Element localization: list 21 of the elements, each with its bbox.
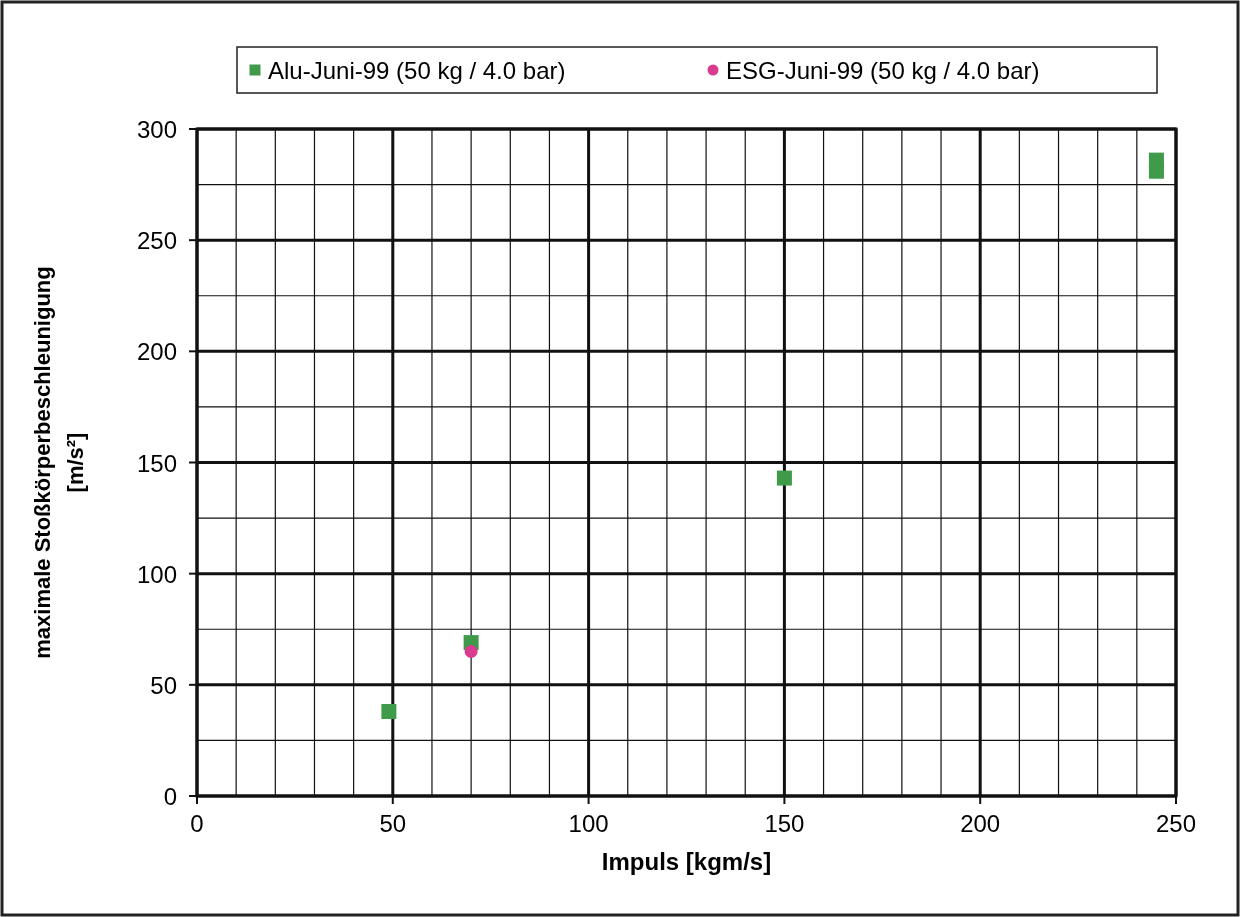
point bbox=[381, 704, 397, 720]
y-tick-label: 300 bbox=[136, 116, 177, 143]
y-tick-label: 250 bbox=[136, 227, 177, 255]
y-tick-label: 200 bbox=[136, 338, 177, 366]
y-tick-label: 100 bbox=[136, 560, 177, 588]
legend-label: Alu-Juni-99 (50 kg / 4.0 bar) bbox=[268, 57, 566, 84]
x-tick-label: 250 bbox=[1155, 810, 1197, 837]
x-tick-label: 150 bbox=[764, 810, 805, 837]
x-axis-title: Impuls [kgm/s] bbox=[601, 848, 772, 875]
legend-label: ESG-Juni-99 (50 kg / 4.0 bar) bbox=[726, 57, 1040, 84]
y-tick-label: 150 bbox=[136, 449, 177, 477]
x-tick-label: 0 bbox=[190, 810, 204, 837]
y-axis-title: maximale Stoßkörperbeschleunigung [m/s²] bbox=[30, 266, 88, 659]
x-tick-label: 50 bbox=[379, 810, 407, 837]
point bbox=[464, 644, 478, 658]
point bbox=[776, 470, 792, 486]
y-tick-label: 0 bbox=[163, 783, 177, 810]
point bbox=[1148, 152, 1164, 168]
x-tick-label: 200 bbox=[960, 810, 1001, 837]
x-tick-label: 100 bbox=[568, 810, 609, 837]
y-tick-label: 50 bbox=[150, 671, 177, 699]
